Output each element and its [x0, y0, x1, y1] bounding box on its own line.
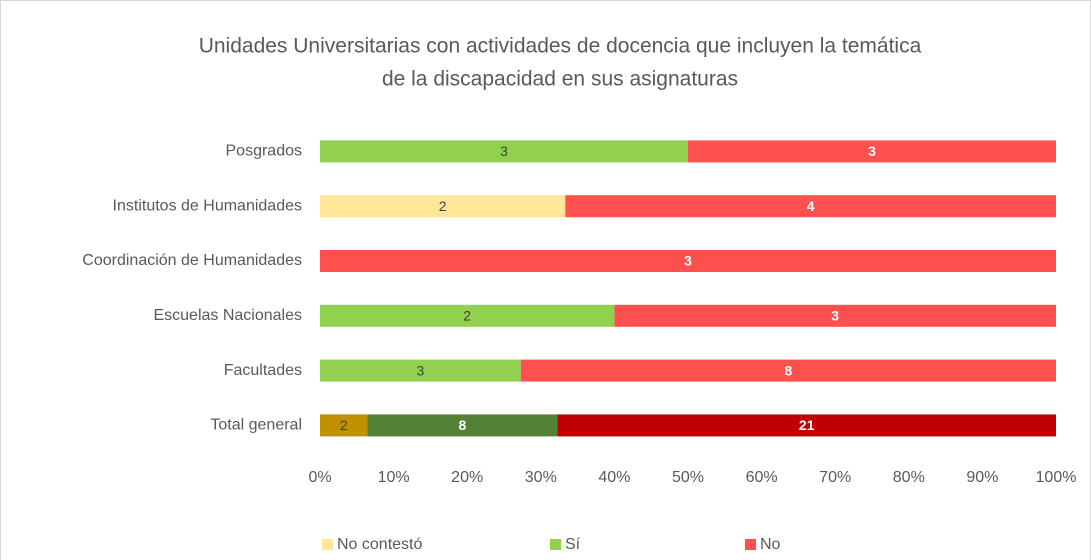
bar-segment: [557, 414, 1056, 437]
bar-segment: [520, 359, 1056, 382]
bar-segment: [320, 195, 566, 218]
x-tick-label: 0%: [308, 469, 331, 486]
bar-segment: [320, 414, 368, 437]
x-tick-label: 100%: [1036, 469, 1077, 486]
y-tick-label: Posgrados: [226, 143, 303, 160]
data-label: 3: [831, 308, 839, 324]
bar-segment: [367, 414, 558, 437]
x-tick-label: 50%: [672, 469, 704, 486]
y-tick-label: Facultades: [224, 362, 302, 379]
legend-swatch: [745, 539, 756, 550]
x-tick-label: 90%: [966, 469, 998, 486]
bar-segment: [320, 304, 615, 327]
data-label: 3: [868, 143, 876, 159]
bar-segment: [320, 140, 688, 163]
y-tick-label: Coordinación de Humanidades: [82, 252, 302, 269]
x-tick-label: 20%: [451, 469, 483, 486]
legend-swatch: [550, 539, 561, 550]
legend-label: No contestó: [337, 536, 422, 553]
data-label: 2: [340, 417, 348, 433]
data-label: 8: [459, 417, 467, 433]
y-tick-label: Institutos de Humanidades: [113, 197, 302, 214]
y-tick-label: Total general: [210, 417, 302, 434]
data-label: 3: [684, 253, 692, 269]
x-tick-label: 40%: [598, 469, 630, 486]
bar-segment: [614, 304, 1056, 327]
x-tick-label: 10%: [378, 469, 410, 486]
x-tick-label: 80%: [893, 469, 925, 486]
x-tick-label: 30%: [525, 469, 557, 486]
legend-label: Sí: [565, 536, 581, 553]
x-tick-label: 70%: [819, 469, 851, 486]
data-label: 3: [416, 362, 424, 378]
legend-swatch: [322, 539, 333, 550]
data-label: 2: [439, 198, 447, 214]
x-tick-label: 60%: [746, 469, 778, 486]
data-label: 4: [807, 198, 815, 214]
data-label: 3: [500, 143, 508, 159]
bar-segment: [565, 195, 1056, 218]
y-tick-label: Escuelas Nacionales: [153, 307, 302, 324]
data-label: 2: [463, 308, 471, 324]
bar-segment: [320, 359, 521, 382]
bar-segment: [688, 140, 1056, 163]
legend-label: No: [760, 536, 781, 553]
chart-title: de la discapacidad en sus asignaturas: [382, 68, 738, 91]
data-label: 21: [799, 417, 815, 433]
chart-title: Unidades Universitarias con actividades …: [199, 35, 922, 58]
data-label: 8: [784, 362, 792, 378]
bar-segment: [320, 250, 1056, 272]
